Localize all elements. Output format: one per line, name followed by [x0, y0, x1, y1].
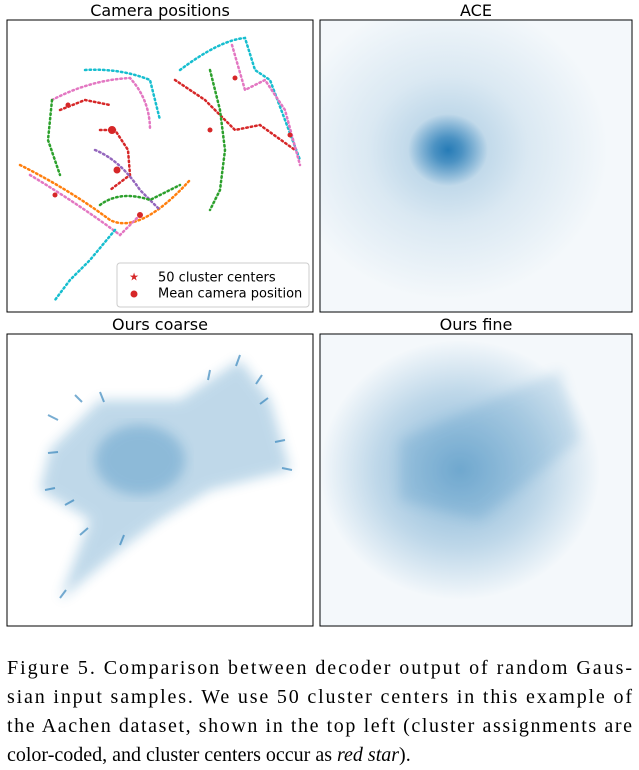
legend-dot: [130, 290, 138, 298]
caption-text: color-coded, and cluster centers occur a…: [7, 744, 337, 766]
legend-box: [116, 262, 310, 308]
camera-trajectories: [18, 36, 302, 302]
caption-line: color-coded, and cluster centers occur a…: [7, 744, 411, 766]
caption-line: sian input samples. We use 50 cluster ce…: [7, 686, 632, 708]
cluster-centers: [52, 75, 293, 218]
panel-title: Ours coarse: [112, 315, 208, 334]
caption-line: the Aachen dataset, shown in the top lef…: [7, 715, 632, 737]
panel-title: ACE: [460, 1, 492, 20]
caption-emphasis: red star: [337, 744, 399, 766]
ace-cloud: [320, 20, 632, 312]
fine-cloud: [320, 334, 632, 626]
legend-star: ★: [129, 272, 139, 284]
panel-title: Camera positions: [90, 1, 230, 20]
legend-label: Mean camera position: [158, 287, 302, 302]
panel-title: Ours fine: [440, 315, 513, 334]
caption-line: Figure 5. Comparison between decoder out…: [7, 657, 632, 679]
legend-label: 50 cluster centers: [158, 271, 276, 286]
coarse-cloud: [40, 354, 293, 600]
caption-text: ).: [399, 744, 411, 766]
